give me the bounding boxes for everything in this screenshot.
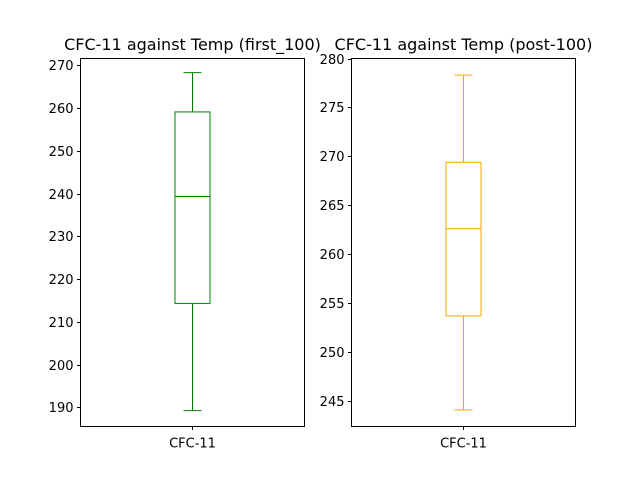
left-ytick-label: 230	[49, 230, 74, 245]
left-ytick-label: 260	[49, 102, 74, 117]
right-ytick-label: 255	[320, 297, 345, 312]
right-ytick-label: 275	[320, 101, 345, 116]
left-ytick-label: 220	[49, 273, 74, 288]
right-xtick-label: CFC-11	[440, 437, 487, 452]
left-plot-area: 190 200 210 220 230 240 250 260 270 CFC-11	[49, 59, 216, 452]
left-xtick-label: CFC-11	[169, 437, 216, 452]
right-ytick-label: 245	[320, 395, 345, 410]
right-ytick-label: 270	[320, 150, 345, 165]
right-axes-frame	[351, 58, 576, 427]
left-ytick-label: 240	[49, 188, 74, 203]
left-ytick-label: 200	[49, 359, 74, 374]
right-subplot: CFC-11 against Temp (post-100) 245 250 255…	[320, 35, 593, 452]
left-ytick-label: 250	[49, 145, 74, 160]
right-ytick-label: 260	[320, 248, 345, 263]
right-ytick-label: 250	[320, 346, 345, 361]
left-ytick-label: 210	[49, 316, 74, 331]
right-ytick-label: 265	[320, 199, 345, 214]
left-axes-frame	[80, 58, 305, 427]
right-iqr-box	[445, 161, 482, 317]
right-chart-title: CFC-11 against Temp (post-100)	[335, 35, 593, 54]
right-plot-area: 245 250 255 260 265 270 275 280 CFC-11	[320, 53, 487, 452]
left-chart-title: CFC-11 against Temp (first_100)	[64, 35, 321, 55]
left-ytick-label: 270	[49, 59, 74, 74]
left-subplot: CFC-11 against Temp (first_100) 190 200 21…	[49, 35, 321, 452]
left-iqr-box	[174, 111, 211, 304]
left-ytick-label: 190	[49, 401, 74, 416]
right-ytick-label: 280	[320, 53, 345, 68]
